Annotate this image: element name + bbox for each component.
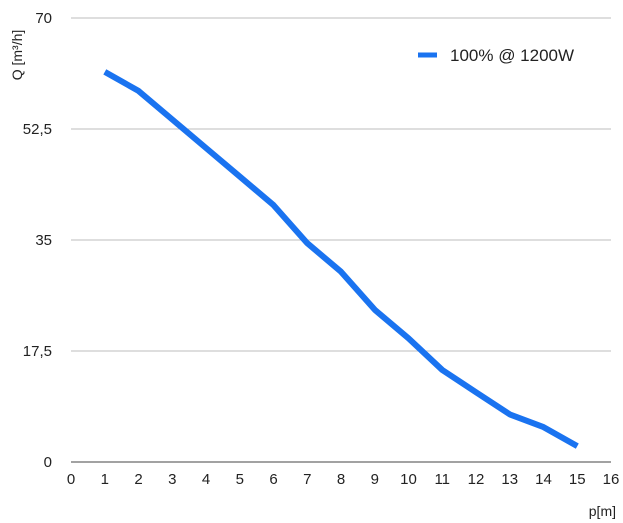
x-tick-label: 4 bbox=[202, 471, 210, 488]
y-tick-label: 70 bbox=[35, 10, 52, 27]
y-axis-label: Q [m³/h] bbox=[9, 30, 25, 81]
x-tick-label: 9 bbox=[371, 471, 379, 488]
x-tick-label: 6 bbox=[269, 471, 277, 488]
x-tick-label: 1 bbox=[101, 471, 109, 488]
y-tick-label: 35 bbox=[35, 232, 52, 249]
x-tick-label: 8 bbox=[337, 471, 345, 488]
x-tick-label: 12 bbox=[468, 471, 485, 488]
x-axis-ticks: 0 1 2 3 4 5 6 7 8 9 10 11 12 13 14 15 16 bbox=[67, 471, 620, 488]
x-tick-label: 10 bbox=[400, 471, 417, 488]
x-tick-label: 3 bbox=[168, 471, 176, 488]
x-axis-label: p[m] bbox=[589, 503, 616, 519]
x-tick-label: 5 bbox=[236, 471, 244, 488]
gridlines bbox=[71, 17, 611, 463]
x-tick-label: 15 bbox=[569, 471, 586, 488]
legend-label: 100% @ 1200W bbox=[450, 46, 574, 65]
x-tick-label: 0 bbox=[67, 471, 75, 488]
x-tick-label: 13 bbox=[501, 471, 518, 488]
series-line bbox=[103, 69, 579, 449]
legend: 100% @ 1200W bbox=[418, 46, 574, 65]
y-axis-ticks: 0 17,5 35 52,5 70 bbox=[23, 10, 52, 471]
y-tick-label: 17,5 bbox=[23, 343, 52, 360]
series-lines bbox=[103, 69, 579, 449]
x-tick-label: 11 bbox=[434, 471, 450, 488]
y-tick-label: 52,5 bbox=[23, 121, 52, 138]
x-tick-label: 7 bbox=[303, 471, 311, 488]
y-tick-label: 0 bbox=[44, 454, 52, 471]
x-tick-label: 16 bbox=[603, 471, 620, 488]
x-tick-label: 14 bbox=[535, 471, 552, 488]
x-tick-label: 2 bbox=[134, 471, 142, 488]
